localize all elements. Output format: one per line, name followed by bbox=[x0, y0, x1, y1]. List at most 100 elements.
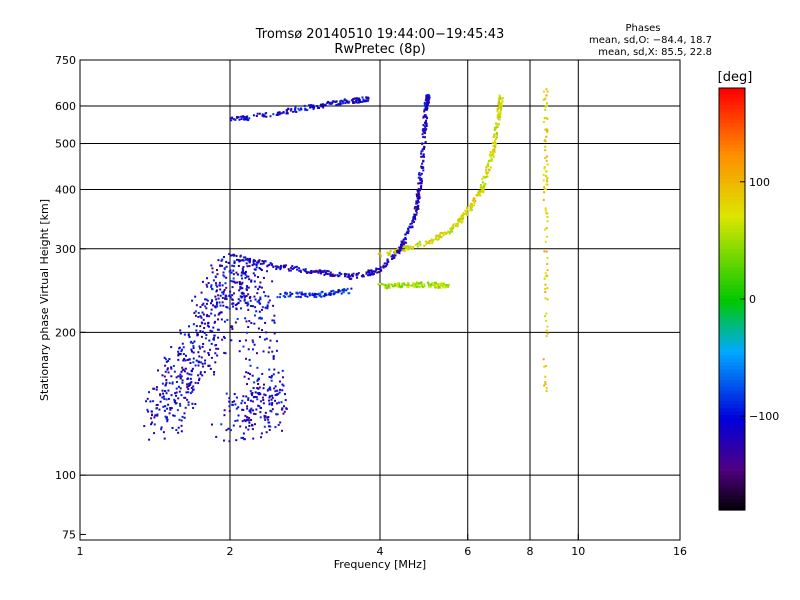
colorbar-label: [deg] bbox=[718, 70, 753, 85]
data-point bbox=[546, 332, 549, 335]
data-point bbox=[251, 264, 254, 267]
stats-header: Phases bbox=[625, 23, 660, 34]
colorbar-segment bbox=[719, 105, 745, 110]
data-point bbox=[155, 388, 158, 391]
data-point bbox=[184, 406, 187, 409]
data-point bbox=[186, 383, 189, 386]
data-point bbox=[546, 180, 549, 183]
data-point bbox=[424, 106, 427, 109]
data-point bbox=[265, 331, 268, 334]
data-point bbox=[426, 100, 429, 103]
data-point bbox=[182, 359, 185, 362]
data-point bbox=[219, 294, 222, 297]
data-point bbox=[543, 167, 546, 170]
data-point bbox=[223, 409, 226, 412]
data-point bbox=[355, 274, 358, 277]
data-point bbox=[228, 307, 231, 310]
data-point bbox=[420, 166, 423, 169]
data-point bbox=[264, 394, 267, 397]
grid-lines bbox=[80, 60, 680, 540]
data-point bbox=[184, 396, 187, 399]
data-point bbox=[379, 266, 382, 269]
data-point bbox=[231, 328, 234, 331]
data-point bbox=[214, 276, 217, 279]
data-point bbox=[400, 243, 403, 246]
data-point bbox=[262, 387, 265, 390]
colorbar-segment bbox=[719, 432, 745, 437]
data-point bbox=[281, 383, 284, 386]
data-point bbox=[340, 102, 343, 105]
data-point bbox=[225, 298, 228, 301]
data-point bbox=[248, 117, 251, 120]
data-point bbox=[186, 377, 189, 380]
data-point bbox=[245, 289, 248, 292]
data-point bbox=[406, 230, 409, 233]
data-point bbox=[384, 262, 387, 265]
data-point bbox=[167, 371, 170, 374]
data-point bbox=[379, 268, 382, 271]
data-point bbox=[242, 272, 245, 275]
data-point bbox=[177, 385, 180, 388]
data-point bbox=[211, 304, 214, 307]
data-point bbox=[282, 295, 285, 298]
data-point bbox=[281, 369, 284, 372]
data-point bbox=[182, 346, 185, 349]
data-point bbox=[254, 285, 257, 288]
data-point bbox=[545, 389, 548, 392]
chart-subtitle: RwPretec (8p) bbox=[334, 42, 425, 57]
data-point bbox=[480, 190, 483, 193]
data-point bbox=[408, 225, 411, 228]
data-point bbox=[180, 419, 183, 422]
colorbar-segment bbox=[719, 172, 745, 177]
data-point bbox=[225, 276, 228, 279]
data-point bbox=[204, 359, 207, 362]
data-point bbox=[245, 357, 248, 360]
data-point bbox=[204, 362, 207, 365]
data-point bbox=[243, 375, 246, 378]
data-point bbox=[462, 212, 465, 215]
data-point bbox=[375, 269, 378, 272]
data-point bbox=[245, 258, 248, 261]
data-point bbox=[257, 382, 260, 385]
colorbar-segment bbox=[719, 214, 745, 219]
data-point bbox=[245, 262, 248, 265]
data-point bbox=[319, 272, 322, 275]
data-point bbox=[256, 398, 259, 401]
data-point bbox=[262, 402, 265, 405]
data-point bbox=[223, 320, 226, 323]
data-point bbox=[460, 214, 463, 217]
data-point bbox=[369, 274, 372, 277]
data-point bbox=[201, 362, 204, 365]
data-point bbox=[264, 112, 267, 115]
data-point bbox=[298, 267, 301, 270]
data-point bbox=[289, 291, 292, 294]
data-point bbox=[403, 282, 406, 285]
data-point bbox=[400, 284, 403, 287]
data-point bbox=[435, 234, 438, 237]
data-point bbox=[470, 203, 473, 206]
data-point bbox=[306, 271, 309, 274]
data-point bbox=[412, 219, 415, 222]
data-point bbox=[261, 306, 264, 309]
data-point bbox=[470, 209, 473, 212]
data-point bbox=[228, 253, 231, 256]
data-point bbox=[225, 265, 228, 268]
data-point bbox=[473, 201, 476, 204]
data-point bbox=[230, 271, 233, 274]
data-point bbox=[245, 395, 248, 398]
data-point bbox=[200, 321, 203, 324]
data-point bbox=[544, 375, 547, 378]
data-point bbox=[222, 274, 225, 277]
data-point bbox=[235, 254, 238, 257]
data-point bbox=[210, 312, 213, 315]
data-point bbox=[396, 282, 399, 285]
data-point bbox=[412, 216, 415, 219]
data-point bbox=[243, 299, 246, 302]
data-point bbox=[488, 169, 491, 172]
x-tick-label: 1 bbox=[77, 545, 84, 558]
data-point bbox=[210, 423, 213, 426]
data-point bbox=[273, 319, 276, 322]
data-point bbox=[189, 377, 192, 380]
data-point bbox=[337, 289, 340, 292]
data-point bbox=[242, 432, 245, 435]
